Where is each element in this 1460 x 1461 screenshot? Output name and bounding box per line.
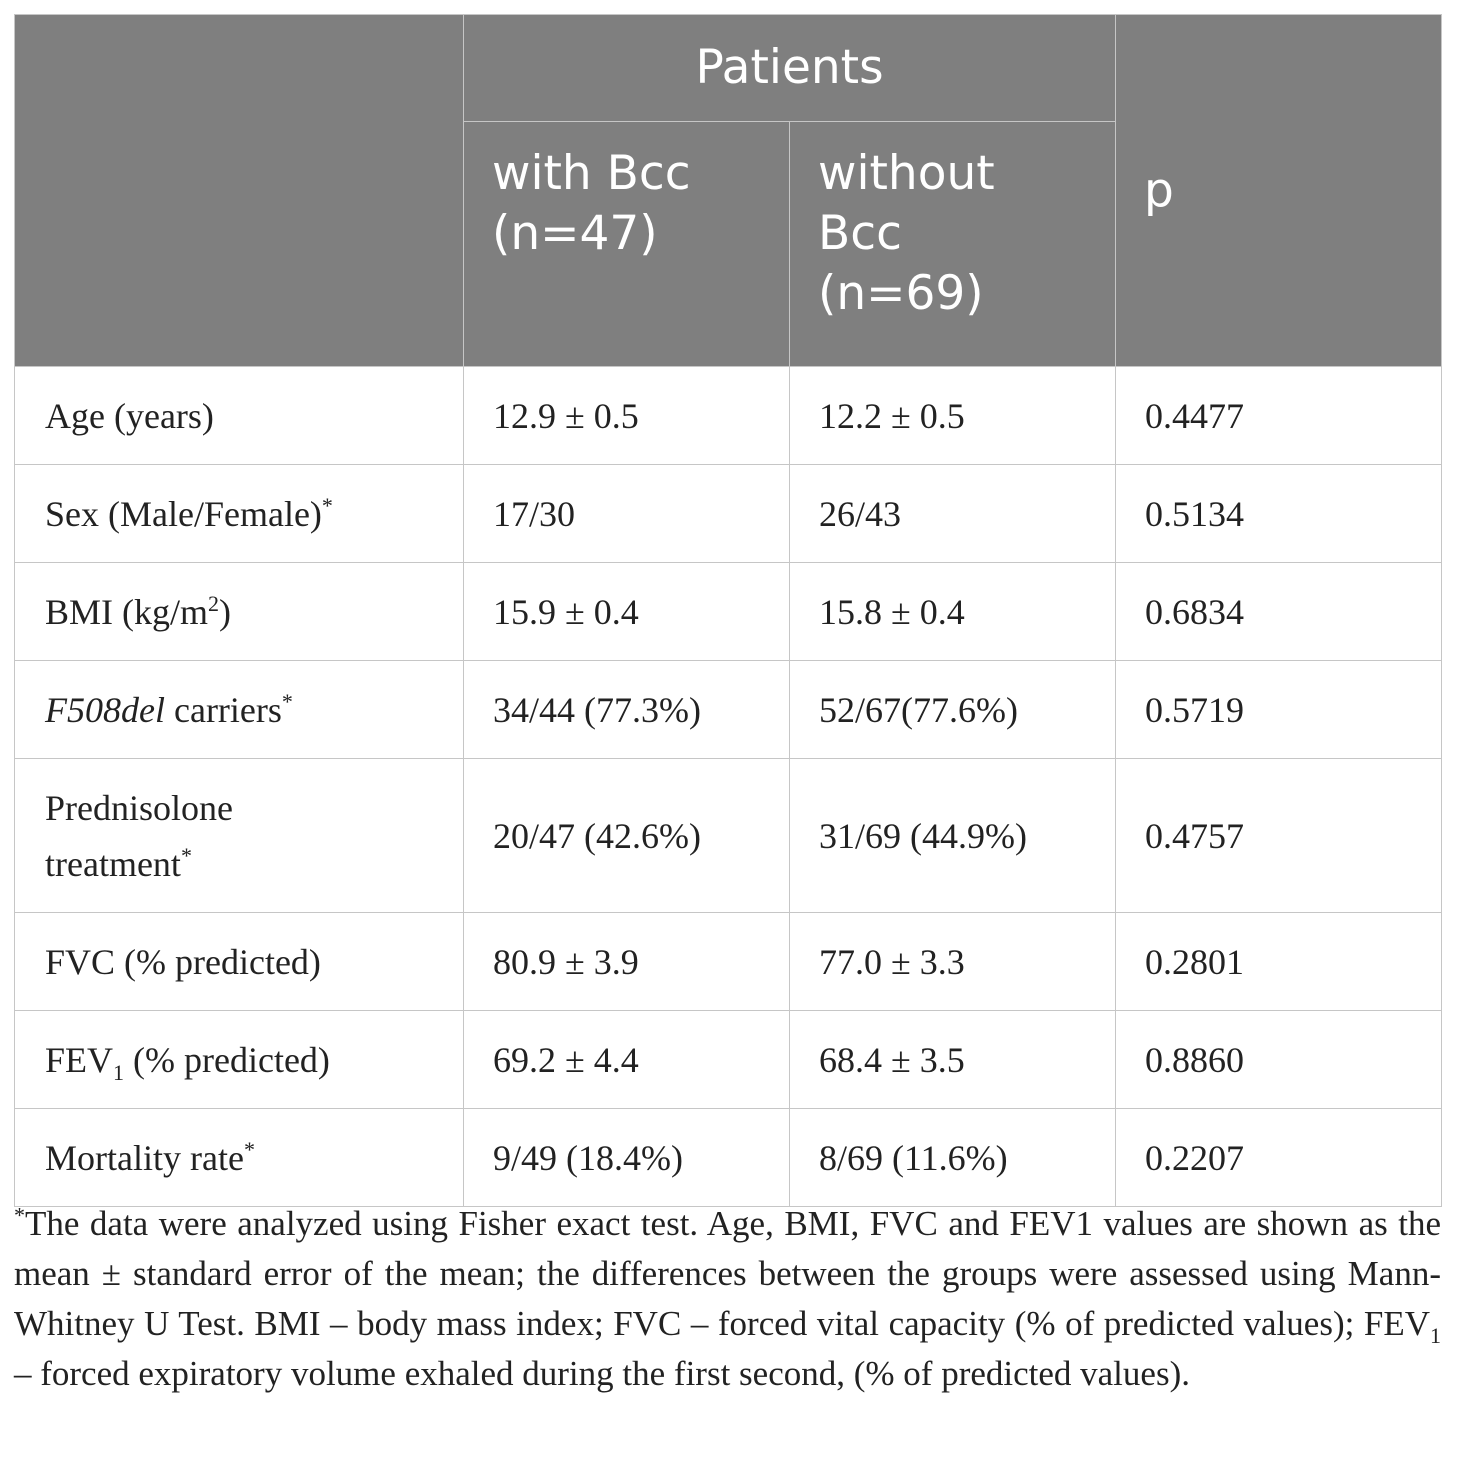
row-label-text: Age (years) — [45, 395, 214, 436]
cell-with-bcc: 12.9 ± 0.5 — [463, 366, 790, 465]
row-label-superscript: 2 — [208, 590, 220, 616]
row-label-text: Sex (Male/Female) — [45, 493, 322, 534]
table-body: Age (years) 12.9 ± 0.5 12.2 ± 0.5 0.4477… — [14, 366, 1443, 1207]
cell-without-bcc: 52/67(77.6%) — [788, 660, 1117, 759]
table-row: Sex (Male/Female)* 17/30 26/43 0.5134 — [14, 464, 1443, 563]
row-label: F508del carriers* — [14, 660, 464, 759]
row-label-line1: Prednisolone — [45, 787, 233, 828]
header-without-bcc-line1: without — [818, 146, 995, 201]
cell-p-value: 0.6834 — [1115, 562, 1443, 661]
row-label-text: FVC (% predicted) — [45, 941, 321, 982]
header-without-bcc-line2: Bcc — [818, 206, 902, 261]
footnote-text-part1: The data were analyzed using Fisher exac… — [14, 1204, 1441, 1343]
header-with-bcc-line1: with Bcc — [492, 146, 691, 201]
footnote-mark: * — [14, 1202, 25, 1228]
row-label-italic: F508del — [45, 689, 165, 730]
header-p-value: p — [1115, 14, 1443, 367]
cell-without-bcc: 15.8 ± 0.4 — [788, 562, 1117, 661]
table-row: BMI (kg/m2) 15.9 ± 0.4 15.8 ± 0.4 0.6834 — [14, 562, 1443, 661]
row-label-subscript: 1 — [113, 1059, 125, 1085]
table-row: Age (years) 12.9 ± 0.5 12.2 ± 0.5 0.4477 — [14, 366, 1443, 465]
cell-without-bcc: 26/43 — [788, 464, 1117, 563]
header-row-group: Patients p — [14, 14, 1443, 367]
cell-p-value: 0.5719 — [1115, 660, 1443, 759]
header-row-columns: with Bcc (n=47) without Bcc (n=69) — [15, 121, 1442, 367]
cell-with-bcc: 20/47 (42.6%) — [463, 758, 790, 913]
fisher-test-mark: * — [243, 1136, 255, 1162]
cell-p-value: 0.2207 — [1115, 1108, 1443, 1207]
header-with-bcc: with Bcc (n=47) — [463, 121, 790, 367]
table-footnote: *The data were analyzed using Fisher exa… — [14, 1199, 1441, 1399]
fisher-test-mark: * — [281, 688, 293, 714]
row-label: Mortality rate* — [14, 1108, 464, 1207]
row-label-line2: treatment — [45, 843, 181, 884]
data-table-container: Patients p with Bcc (n=47) without Bcc (… — [14, 14, 1443, 1207]
table-row: Mortality rate* 9/49 (18.4%) 8/69 (11.6%… — [14, 1108, 1443, 1207]
row-label: Age (years) — [14, 366, 464, 465]
cell-p-value: 0.4477 — [1115, 366, 1443, 465]
cell-without-bcc: 68.4 ± 3.5 — [788, 1010, 1117, 1109]
cell-p-value: 0.8860 — [1115, 1010, 1443, 1109]
header-patients-group: Patients — [462, 14, 1117, 122]
row-label: Prednisolone treatment* — [14, 758, 464, 913]
row-label: Sex (Male/Female)* — [14, 464, 464, 563]
cell-with-bcc: 34/44 (77.3%) — [463, 660, 790, 759]
header-without-bcc-line3: (n=69) — [818, 266, 984, 321]
footnote-subscript: 1 — [1430, 1323, 1441, 1348]
fisher-test-mark: * — [321, 492, 333, 518]
cell-with-bcc: 15.9 ± 0.4 — [463, 562, 790, 661]
patients-table: Patients p with Bcc (n=47) without Bcc (… — [14, 14, 1443, 1207]
cell-p-value: 0.4757 — [1115, 758, 1443, 913]
header-blank-cell — [14, 14, 464, 367]
row-label: BMI (kg/m2) — [14, 562, 464, 661]
row-label-text: BMI (kg/m — [45, 591, 209, 632]
cell-without-bcc: 31/69 (44.9%) — [788, 758, 1117, 913]
table-row: F508del carriers* 34/44 (77.3%) 52/67(77… — [14, 660, 1443, 759]
cell-with-bcc: 9/49 (18.4%) — [463, 1108, 790, 1207]
header-without-bcc: without Bcc (n=69) — [788, 121, 1117, 367]
row-label-suffix: carriers — [164, 689, 282, 730]
cell-with-bcc: 17/30 — [463, 464, 790, 563]
row-label: FEV1 (% predicted) — [14, 1010, 464, 1109]
row-label-suffix: ) — [219, 591, 232, 632]
cell-with-bcc: 80.9 ± 3.9 — [463, 912, 790, 1011]
cell-p-value: 0.5134 — [1115, 464, 1443, 563]
fisher-test-mark: * — [180, 842, 192, 868]
table-header: Patients p with Bcc (n=47) without Bcc (… — [14, 14, 1443, 367]
table-row: FEV1 (% predicted) 69.2 ± 4.4 68.4 ± 3.5… — [14, 1010, 1443, 1109]
row-label: FVC (% predicted) — [14, 912, 464, 1011]
cell-with-bcc: 69.2 ± 4.4 — [463, 1010, 790, 1109]
row-label-suffix: (% predicted) — [124, 1039, 330, 1080]
cell-without-bcc: 8/69 (11.6%) — [788, 1108, 1117, 1207]
row-label-line2-wrap: treatment* — [45, 836, 435, 892]
table-row: Prednisolone treatment* 20/47 (42.6%) 31… — [14, 758, 1443, 913]
table-row: FVC (% predicted) 80.9 ± 3.9 77.0 ± 3.3 … — [14, 912, 1443, 1011]
cell-without-bcc: 77.0 ± 3.3 — [788, 912, 1117, 1011]
footnote-text-part2: – forced expiratory volume exhaled durin… — [14, 1354, 1190, 1393]
cell-without-bcc: 12.2 ± 0.5 — [788, 366, 1117, 465]
header-with-bcc-line2: (n=47) — [492, 206, 658, 261]
row-label-text: FEV — [45, 1039, 114, 1080]
cell-p-value: 0.2801 — [1115, 912, 1443, 1011]
row-label-text: Mortality rate — [45, 1137, 244, 1178]
